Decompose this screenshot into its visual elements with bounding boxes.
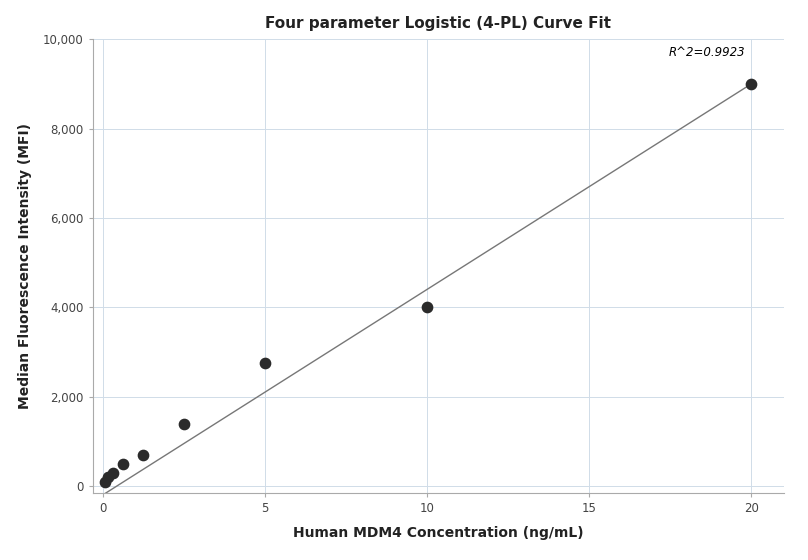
- Title: Four parameter Logistic (4-PL) Curve Fit: Four parameter Logistic (4-PL) Curve Fit: [265, 16, 612, 31]
- Y-axis label: Median Fluorescence Intensity (MFI): Median Fluorescence Intensity (MFI): [18, 123, 32, 409]
- Point: [745, 80, 758, 88]
- X-axis label: Human MDM4 Concentration (ng/mL): Human MDM4 Concentration (ng/mL): [293, 526, 583, 540]
- Point: [259, 359, 271, 368]
- Point: [116, 460, 129, 469]
- Point: [137, 450, 149, 459]
- Point: [420, 303, 433, 312]
- Point: [177, 419, 190, 428]
- Text: R^2=0.9923: R^2=0.9923: [668, 46, 745, 59]
- Point: [101, 473, 114, 482]
- Point: [106, 469, 119, 478]
- Point: [99, 477, 112, 486]
